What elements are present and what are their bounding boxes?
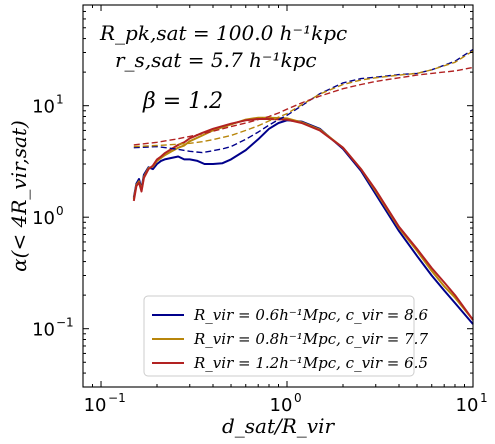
x-tick-exp-1: 0 bbox=[294, 391, 302, 405]
series-line-0 bbox=[132, 119, 474, 325]
annotation-rpk: R_pk,sat = 100.0 h⁻¹kpc bbox=[99, 21, 347, 45]
series-line-1 bbox=[132, 116, 474, 321]
series-line-4-dashed bbox=[133, 50, 474, 148]
x-axis-label: d_sat/R_vir bbox=[222, 414, 336, 438]
y-tick-exp-0: −1 bbox=[56, 316, 74, 330]
y-tick-exp-1: 0 bbox=[56, 204, 64, 218]
y-tick-label-2: 10 bbox=[32, 97, 55, 118]
curve-layer bbox=[132, 48, 474, 325]
x-tick-exp-2: 1 bbox=[480, 391, 488, 405]
legend-label-0: R_vir = 0.6h⁻¹Mpc, c_vir = 8.6 bbox=[193, 306, 428, 324]
x-tick-exp-0: −1 bbox=[108, 391, 126, 405]
series-line-5-dashed bbox=[133, 66, 474, 146]
y-tick-exp-2: 1 bbox=[56, 93, 64, 107]
legend: R_vir = 0.6h⁻¹Mpc, c_vir = 8.6 R_vir = 0… bbox=[143, 295, 428, 377]
annotation-beta: β = 1.2 bbox=[142, 89, 223, 114]
annotation-rs: r_s,sat = 5.7 h⁻¹kpc bbox=[115, 48, 317, 72]
series-line-2 bbox=[132, 118, 474, 321]
x-tick-label-0: 10 bbox=[84, 395, 107, 416]
legend-box bbox=[143, 295, 415, 377]
y-axis-label: α(< 4R_vir,sat) bbox=[7, 120, 31, 272]
legend-label-2: R_vir = 1.2h⁻¹Mpc, c_vir = 6.5 bbox=[193, 354, 428, 372]
axes-frame bbox=[82, 4, 474, 388]
y-tick-label-1: 10 bbox=[32, 208, 55, 229]
y-tick-label-0: 10 bbox=[32, 320, 55, 341]
x-tick-label-1: 10 bbox=[270, 395, 293, 416]
x-tick-label-2: 10 bbox=[456, 395, 479, 416]
legend-label-1: R_vir = 0.8h⁻¹Mpc, c_vir = 7.7 bbox=[193, 330, 428, 348]
